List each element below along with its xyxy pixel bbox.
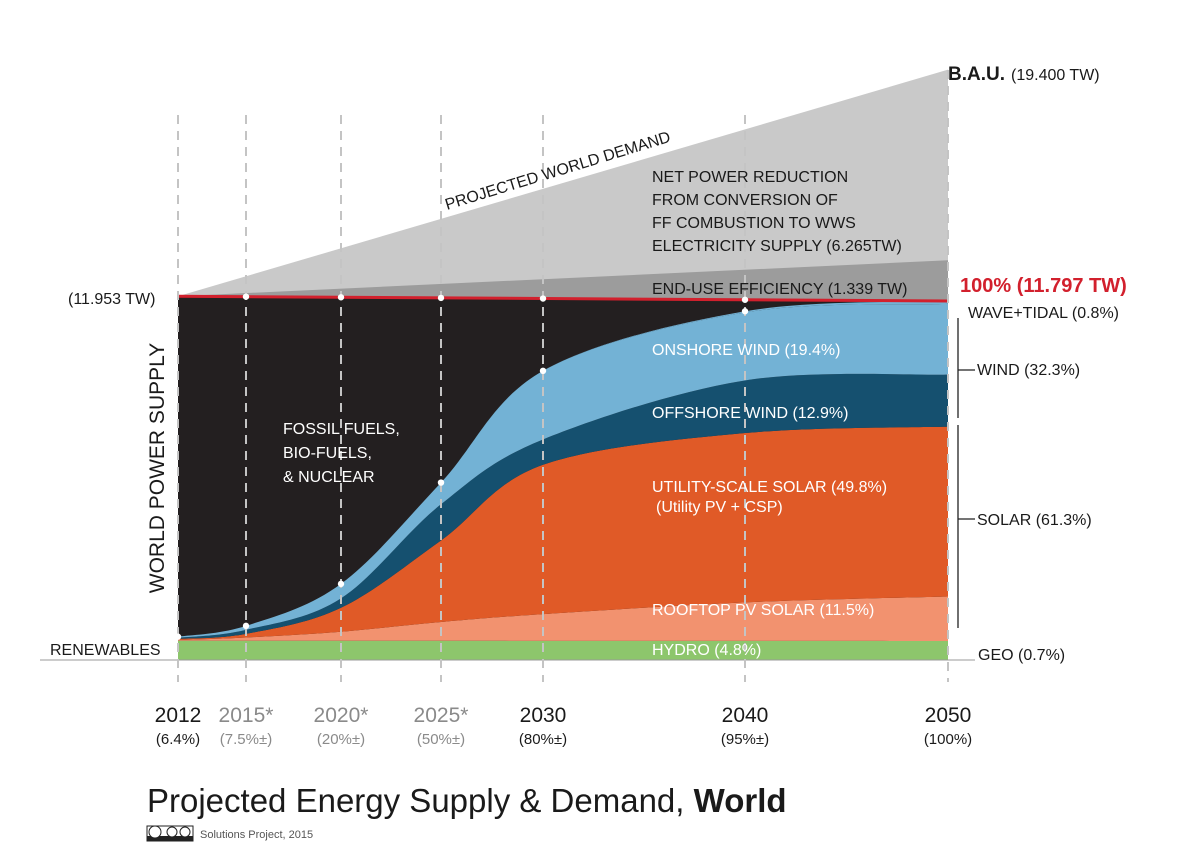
credit-text: Solutions Project, 2015 — [200, 829, 313, 841]
chart-areas — [40, 69, 975, 661]
wave-tidal-label: WAVE+TIDAL (0.8%) — [968, 305, 1119, 322]
x-tick-year: 2012 — [155, 704, 202, 727]
cc-license-logo — [146, 825, 194, 842]
x-tick-share: (6.4%) — [156, 731, 200, 748]
fossil-label-2: BIO-FUELS, — [283, 445, 372, 462]
supply-dot-2015 — [242, 293, 250, 300]
x-tick-year: 2025* — [414, 704, 469, 727]
renewables-dot-2012 — [174, 633, 182, 640]
rooftop-area — [178, 596, 948, 641]
rooftop-solar-label: ROOFTOP PV SOLAR (11.5%) — [652, 602, 874, 619]
offshore-wind-label: OFFSHORE WIND (12.9%) — [652, 405, 848, 422]
x-tick-share: (7.5%±) — [220, 731, 272, 748]
x-tick-year: 2050 — [925, 704, 972, 727]
onshore-wind-label: ONSHORE WIND (19.4%) — [652, 342, 840, 359]
bau-bold: B.A.U. — [948, 64, 1005, 85]
x-axis-ticks: 2012 (6.4%) 2015* (7.5%±) 2020* (20%±) 2025* (5… — [155, 704, 973, 748]
year-gridlines — [177, 70, 949, 682]
data-dots — [174, 293, 749, 640]
supply-line — [177, 294, 949, 303]
utility-solar-label: UTILITY-SCALE SOLAR (49.8%) — [652, 479, 887, 496]
renewables-dot-2025 — [437, 479, 445, 486]
efficiency-area — [178, 260, 948, 302]
supply-dot-2020 — [337, 294, 345, 301]
reduction-line-4: ELECTRICITY SUPPLY (6.265TW) — [652, 238, 902, 255]
x-tick-year: 2040 — [722, 704, 769, 727]
renewables-dot-2020 — [337, 580, 345, 588]
efficiency-label: END-USE EFFICIENCY (1.339 TW) — [652, 281, 907, 298]
x-tick-year: 2030 — [520, 704, 567, 727]
bau-value: (19.400 TW) — [1011, 67, 1100, 84]
x-tick-share: (50%±) — [417, 731, 465, 748]
supply-dot-2030 — [539, 295, 547, 302]
start-supply-label: (11.953 TW) — [68, 291, 155, 308]
title-regular: Projected Energy Supply & Demand, — [147, 782, 694, 819]
utility-area — [178, 426, 948, 640]
renewables-dot-2040 — [741, 308, 749, 315]
fossil-label-1: FOSSIL FUELS, — [283, 421, 400, 438]
chart-title: Projected Energy Supply & Demand, World — [147, 782, 787, 819]
x-tick-year: 2020* — [314, 704, 369, 727]
onshore-area — [178, 303, 948, 638]
renewables-label: RENEWABLES — [50, 642, 161, 659]
bau-label: B.A.U. (19.400 TW) — [948, 64, 1100, 85]
x-tick-share: (95%±) — [721, 731, 769, 748]
x-tick-share: (100%) — [924, 731, 972, 748]
solar-group-label: SOLAR (61.3%) — [977, 512, 1092, 529]
offshore-area — [178, 373, 948, 639]
x-tick-share: (20%±) — [317, 731, 365, 748]
wind-group-label: WIND (32.3%) — [977, 362, 1080, 379]
reduction-line-1: NET POWER REDUCTION — [652, 169, 848, 186]
target-label: 100% (11.797 TW) — [960, 275, 1127, 297]
renewables-dot-2015 — [242, 622, 250, 630]
reduction-line-3: FF COMBUSTION TO WWS — [652, 215, 856, 232]
title-bold: World — [694, 782, 787, 819]
reduction-line-2: FROM CONVERSION OF — [652, 192, 838, 209]
demand-reduction-area — [178, 69, 948, 302]
hydro-area — [178, 640, 948, 660]
hydro-label: HYDRO (4.8%) — [652, 642, 761, 659]
supply-dot-2040 — [741, 296, 749, 303]
renewables-dot-2030 — [539, 367, 547, 375]
fossil-label-3: & NUCLEAR — [283, 469, 375, 486]
y-axis-label: WORLD POWER SUPPLY — [146, 343, 169, 593]
x-tick-share: (80%±) — [519, 731, 567, 748]
supply-dot-2025 — [437, 294, 445, 302]
utility-solar-sublabel: (Utility PV + CSP) — [656, 499, 783, 516]
geo-label: GEO (0.7%) — [978, 647, 1065, 664]
x-tick-year: 2015* — [219, 704, 274, 727]
